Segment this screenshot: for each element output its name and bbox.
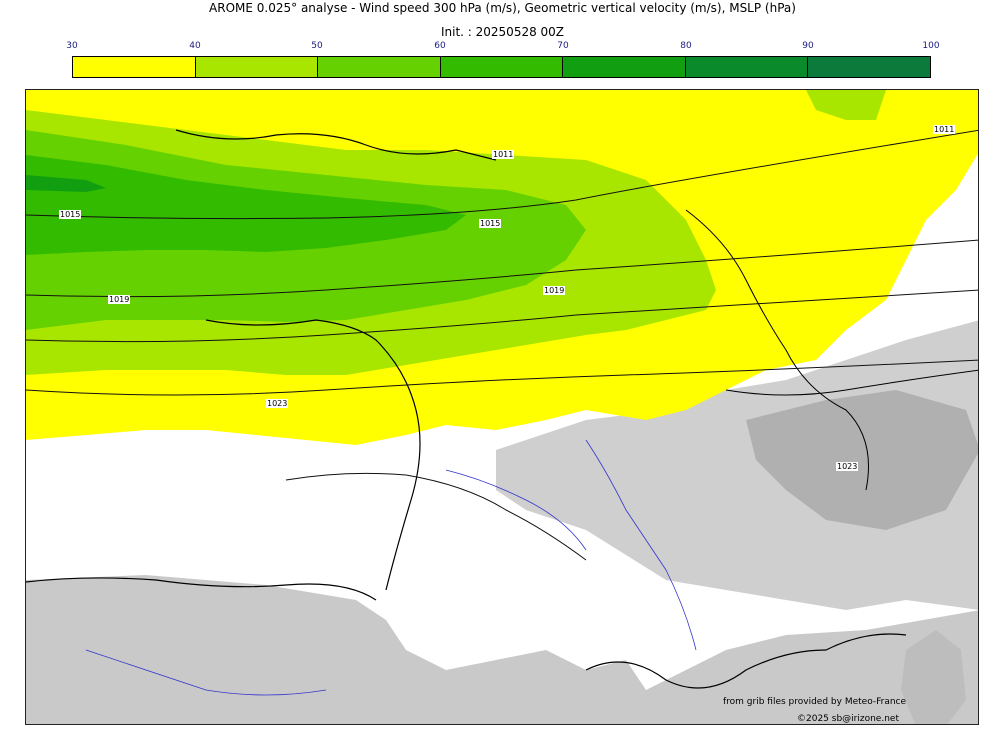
colorbar-tick: 70 [557, 41, 569, 51]
isobar-label: 1019 [543, 286, 566, 295]
isobar-label: 1023 [836, 462, 859, 471]
coastline-mediterranean [585, 633, 907, 689]
river [85, 649, 327, 696]
colorbar-segment [318, 57, 441, 77]
isobar [285, 472, 587, 561]
wind-band-70 [26, 175, 106, 192]
isobar-label: 1019 [108, 295, 131, 304]
coastline-uk [175, 129, 497, 161]
terrain-shading-dark [746, 390, 978, 530]
isobar [26, 289, 978, 343]
isobar [26, 359, 978, 396]
isobar-label: 1011 [492, 150, 515, 159]
coastline-france-north [205, 319, 421, 591]
weather-map: 1015 1011 1015 1019 1019 1023 1011 1023 … [25, 89, 979, 725]
copyright-credit: ©2025 sb@irizone.net [797, 714, 899, 724]
isobar-label: 1015 [59, 210, 82, 219]
colorbar-segment [195, 57, 319, 77]
colorbar-segment [440, 57, 564, 77]
colorbar-tick: 90 [802, 41, 814, 51]
isobar-label: 1015 [479, 219, 502, 228]
coastline-iberia [26, 577, 377, 601]
river [585, 439, 697, 651]
colorbar-tick: 60 [434, 41, 446, 51]
colorbar-tick: 30 [66, 41, 78, 51]
border-alps [725, 369, 978, 396]
map-graphics [26, 90, 978, 724]
data-source-credit: from grib files provided by Meteo-France [723, 697, 907, 707]
map-title: AROME 0.025° analyse - Wind speed 300 hP… [209, 1, 796, 15]
colorbar-tick: 40 [189, 41, 201, 51]
colorbar-segment [808, 57, 931, 77]
terrain-shading-alps [496, 320, 978, 610]
river [445, 469, 587, 551]
colorbar-tick: 100 [922, 41, 940, 51]
isobar-label: 1023 [266, 399, 289, 408]
colorbar-segment [563, 57, 686, 77]
colorbar-segment [73, 57, 196, 77]
border-france-east [685, 209, 869, 491]
terrain-shading-south [26, 575, 978, 724]
colorbar-tick: 50 [311, 41, 323, 51]
wind-band-60 [26, 155, 466, 255]
isobar-label: 1011 [933, 125, 956, 134]
colorbar [72, 56, 931, 78]
isobar [26, 239, 978, 298]
colorbar-segment [685, 57, 809, 77]
isobar [26, 129, 978, 220]
init-time: Init. : 20250528 00Z [440, 25, 565, 39]
wind-patch-north [806, 90, 886, 120]
colorbar-tick: 80 [680, 41, 692, 51]
terrain-shading-corsica [901, 630, 966, 724]
